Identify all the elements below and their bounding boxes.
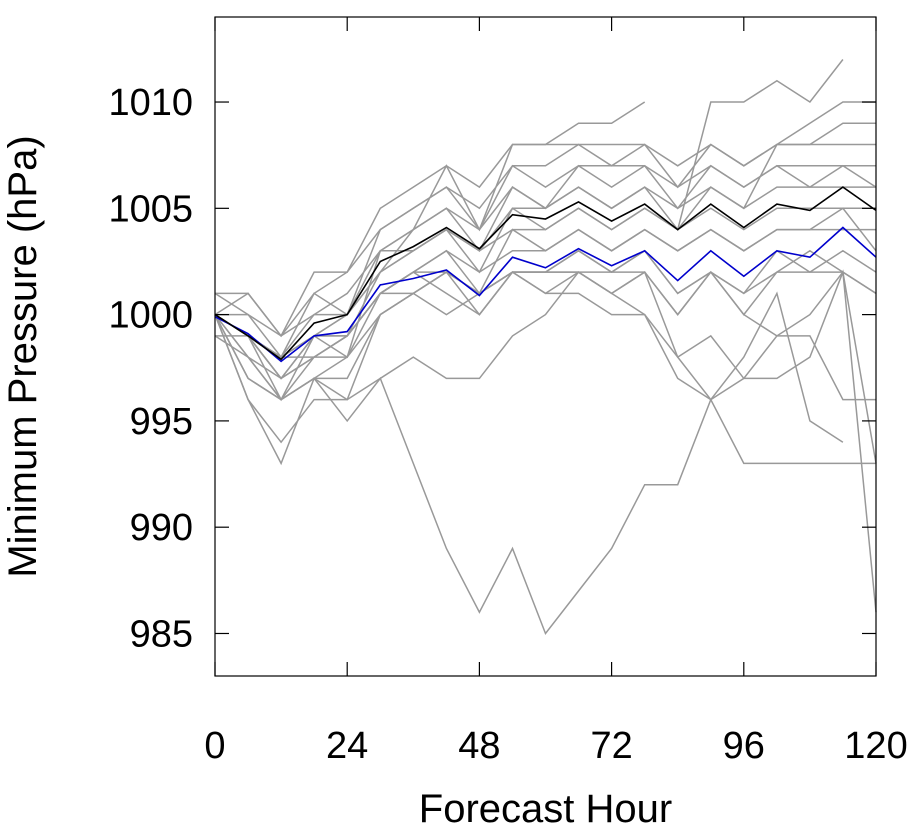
x-tick-label: 96 (723, 725, 765, 767)
y-tick-label: 995 (130, 401, 193, 443)
y-tick-label: 1005 (108, 188, 193, 230)
series-line-13 (215, 249, 877, 358)
x-tick-label: 120 (844, 725, 907, 767)
series-line-4 (214, 186, 876, 337)
x-tick-label: 72 (590, 725, 632, 767)
x-axis-title: Forecast Hour (419, 787, 672, 827)
series-line-0 (214, 186, 877, 361)
series-line-2 (214, 143, 876, 338)
series-layer (214, 59, 877, 636)
series-line-5 (214, 207, 876, 358)
series-line-3 (215, 164, 876, 359)
series-line-15 (214, 269, 877, 464)
series-line-12 (214, 207, 877, 358)
series-line-6 (214, 228, 876, 380)
series-line-1 (214, 226, 877, 363)
series-line-17 (214, 249, 877, 613)
y-tick-label: 990 (130, 507, 193, 549)
series-line-14 (214, 270, 877, 401)
y-axis-title: Minimum Pressure (hPa) (1, 135, 45, 577)
x-tick-label: 0 (204, 725, 225, 767)
series-line-18 (214, 291, 844, 636)
series-line-16 (214, 271, 876, 465)
tick-layer: 0 24 48 72 96 120 985 990 995 1000 1005 1010 (108, 17, 908, 767)
y-tick-label: 985 (130, 613, 193, 655)
y-tick-label: 1010 (108, 82, 193, 124)
x-tick-label: 24 (326, 725, 368, 767)
y-tick-label: 1000 (108, 295, 193, 337)
series-line-7 (214, 164, 877, 359)
plot-frame (214, 16, 877, 677)
x-tick-label: 48 (458, 725, 500, 767)
